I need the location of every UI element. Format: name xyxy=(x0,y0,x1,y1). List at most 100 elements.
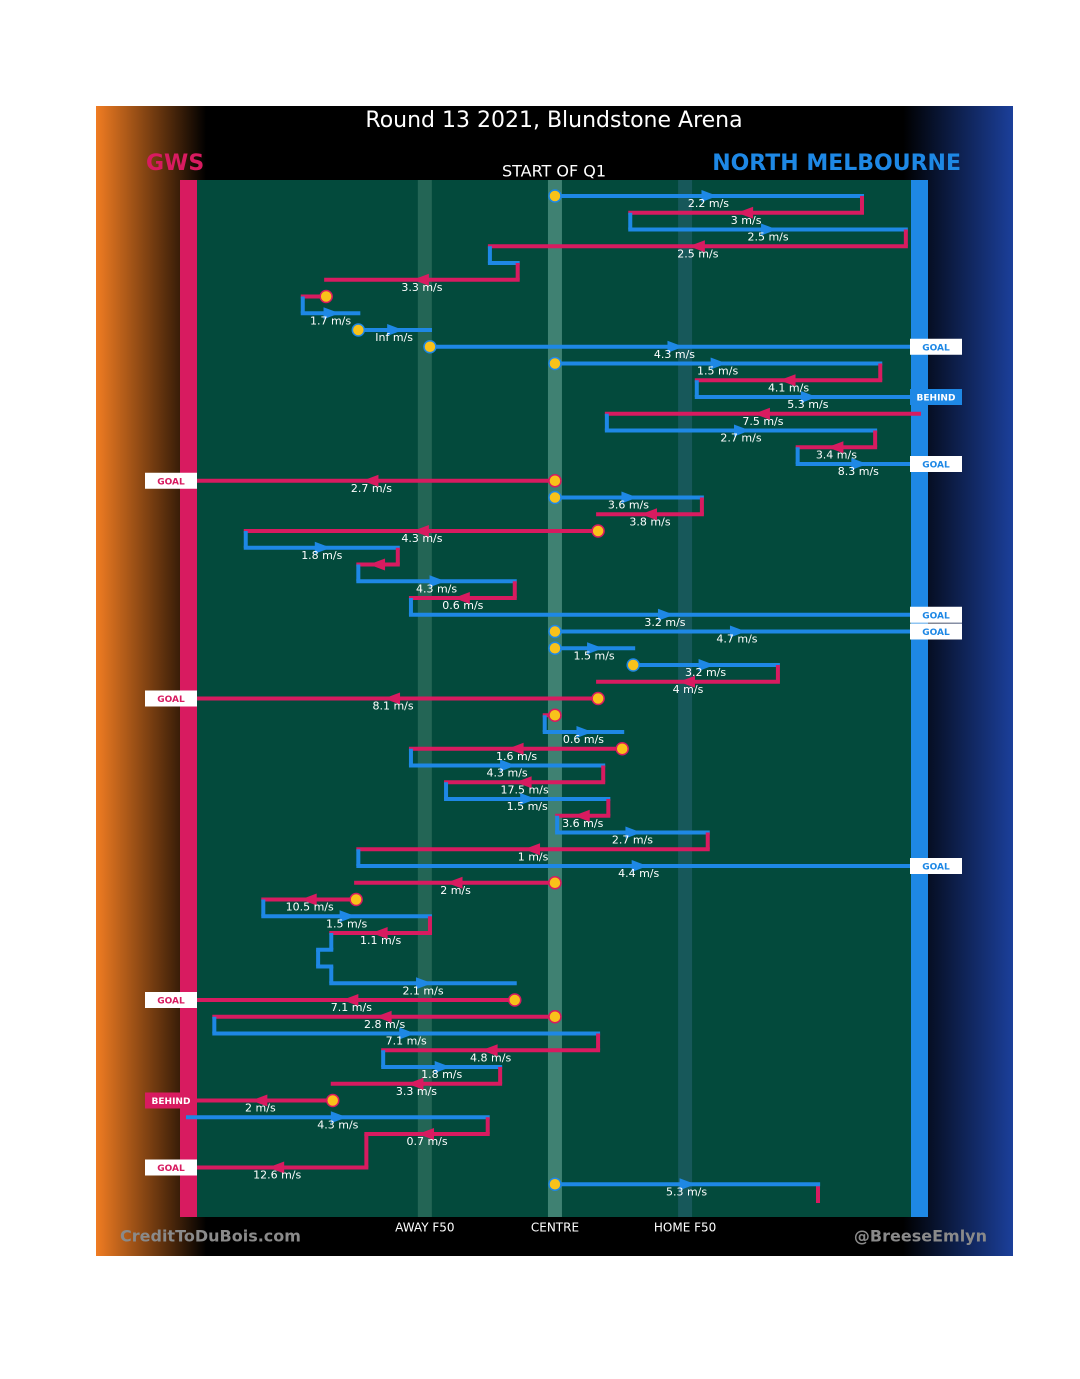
direction-arrow xyxy=(251,1094,268,1107)
start-marker xyxy=(591,691,605,706)
result-box xyxy=(145,1159,197,1176)
direction-arrow xyxy=(418,1128,435,1140)
speed-label: 2.5 m/s xyxy=(747,231,788,244)
start-marker xyxy=(548,1177,562,1191)
title: Round 13 2021, Blundstone Arena xyxy=(365,108,742,133)
result-label: GOAL xyxy=(922,461,950,471)
direction-arrow xyxy=(631,860,648,872)
speed-label: 1.5 m/s xyxy=(573,649,614,662)
speed-label: 0.7 m/s xyxy=(406,1135,447,1148)
result-label: GOAL xyxy=(157,695,185,705)
speed-label: 1.5 m/s xyxy=(697,365,738,378)
start-marker xyxy=(591,524,605,538)
speed-label: 4.7 m/s xyxy=(716,633,757,646)
direction-arrow xyxy=(710,357,727,370)
speed-label: 4.1 m/s xyxy=(768,381,809,394)
speed-label: 0.6 m/s xyxy=(442,599,483,612)
direction-arrow xyxy=(851,458,868,470)
speed-label: 5.3 m/s xyxy=(666,1185,707,1198)
start-marker xyxy=(615,742,629,756)
speed-label: 5.3 m/s xyxy=(787,398,828,411)
start-marker xyxy=(548,474,562,488)
direction-arrow xyxy=(446,876,463,889)
speed-label: 4 m/s xyxy=(673,683,704,696)
direction-arrow xyxy=(827,441,844,454)
result-label: GOAL xyxy=(922,343,950,353)
direction-arrow xyxy=(481,1044,498,1057)
speed-label: 4.3 m/s xyxy=(416,582,457,595)
direction-arrow xyxy=(416,977,433,990)
direction-arrow xyxy=(753,407,770,420)
direction-arrow xyxy=(384,692,401,705)
speed-label: Inf m/s xyxy=(375,331,413,344)
speed-label: 1.5 m/s xyxy=(507,800,548,813)
direction-arrow xyxy=(369,558,386,571)
speed-label: 3.6 m/s xyxy=(608,499,649,512)
direction-arrow xyxy=(399,1027,416,1040)
field-line-label: HOME F50 xyxy=(654,1221,716,1235)
speed-label: 2 m/s xyxy=(440,884,471,897)
direction-arrow xyxy=(371,927,388,939)
direction-arrow xyxy=(500,759,517,772)
speed-label: 17.5 m/s xyxy=(501,783,549,796)
speed-label: 3.4 m/s xyxy=(816,448,857,461)
direction-arrow xyxy=(314,541,331,554)
result-box xyxy=(145,992,197,1008)
result-box xyxy=(910,858,962,874)
start-marker xyxy=(325,1093,340,1108)
result-box xyxy=(910,338,962,355)
start-marker xyxy=(423,340,437,354)
result-label: GOAL xyxy=(157,997,185,1007)
direction-arrow xyxy=(342,994,359,1006)
result-label: BEHIND xyxy=(152,1097,191,1107)
direction-arrow xyxy=(520,793,537,805)
speed-label: 2.2 m/s xyxy=(688,197,729,210)
direction-arrow xyxy=(737,206,754,219)
start-marker xyxy=(548,1010,562,1024)
start-marker xyxy=(548,490,562,505)
speed-label: 7.1 m/s xyxy=(331,1001,372,1014)
speed-label: 4.3 m/s xyxy=(401,532,442,545)
direction-arrow xyxy=(729,625,746,638)
direction-arrow xyxy=(679,1178,696,1191)
start-label: START OF Q1 xyxy=(502,162,606,181)
direction-arrow xyxy=(587,642,604,655)
speed-label: 2 m/s xyxy=(245,1102,276,1115)
speed-label: 1.8 m/s xyxy=(421,1068,462,1081)
speed-label: 8.1 m/s xyxy=(372,700,413,713)
result-box xyxy=(910,623,962,640)
credit: CreditToDuBois.com xyxy=(120,1227,301,1246)
direction-arrow xyxy=(688,240,705,253)
result-box xyxy=(145,1092,197,1109)
result-box xyxy=(145,472,197,489)
field-line-label: AWAY F50 xyxy=(395,1221,454,1235)
start-marker xyxy=(548,708,562,722)
speed-label: 1.7 m/s xyxy=(310,314,351,327)
speed-label: 7.1 m/s xyxy=(386,1035,427,1048)
direction-arrow xyxy=(387,324,404,336)
result-box xyxy=(910,606,962,623)
speed-label: 3.2 m/s xyxy=(685,666,726,679)
start-marker xyxy=(351,323,366,337)
team-name: NORTH MELBOURNE xyxy=(712,151,961,176)
direction-arrow xyxy=(412,273,429,286)
start-marker xyxy=(548,624,562,639)
speed-label: 2.7 m/s xyxy=(720,432,761,445)
direction-arrow xyxy=(453,592,470,604)
start-marker xyxy=(508,993,522,1007)
speed-label: 1.8 m/s xyxy=(301,549,342,562)
speed-label: 1.6 m/s xyxy=(496,750,537,763)
speed-label: 4.3 m/s xyxy=(487,767,528,780)
direction-arrow xyxy=(268,1161,285,1174)
speed-label: 1.1 m/s xyxy=(360,934,401,947)
speed-label: 4.3 m/s xyxy=(654,348,695,361)
direction-arrow xyxy=(640,508,657,521)
start-marker xyxy=(548,876,562,890)
speed-label: 4.4 m/s xyxy=(618,867,659,880)
direction-arrow xyxy=(300,893,317,906)
speed-label: 2.1 m/s xyxy=(402,984,443,997)
markers xyxy=(319,189,640,1191)
direction-arrow xyxy=(362,474,379,487)
